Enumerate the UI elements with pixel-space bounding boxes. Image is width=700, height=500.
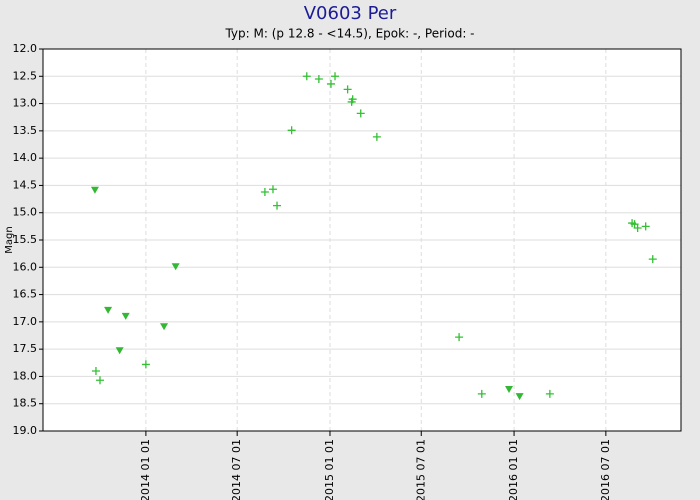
- y-axis-label: Magn: [4, 226, 15, 253]
- y-tick-label: 12.5: [13, 69, 38, 82]
- fainter-than: [115, 347, 124, 355]
- y-tick-label: 13.0: [13, 97, 38, 110]
- fainter-than: [515, 393, 524, 401]
- y-tick-label: 12.0: [13, 42, 38, 55]
- y-tick-label: 19.0: [13, 424, 38, 437]
- observation: [314, 75, 323, 84]
- observation: [268, 185, 277, 194]
- y-tick-label: 14.0: [13, 151, 38, 164]
- observation: [302, 72, 311, 81]
- observation: [343, 85, 352, 94]
- fainter-than: [171, 263, 180, 271]
- observation: [633, 223, 642, 232]
- x-tick-label: 2014 07 01: [230, 439, 243, 500]
- observation: [545, 389, 554, 398]
- observation: [348, 95, 357, 104]
- observation: [477, 389, 486, 398]
- y-tick-label: 15.5: [13, 233, 38, 246]
- y-tick-label: 16.0: [13, 260, 38, 273]
- observation: [260, 187, 269, 196]
- fainter-than: [505, 385, 514, 393]
- observation: [273, 201, 282, 210]
- observation: [95, 376, 104, 385]
- y-tick-label: 17.5: [13, 342, 38, 355]
- x-tick-label: 2016 01 01: [507, 439, 520, 500]
- observation: [141, 360, 150, 369]
- y-tick-label: 17.0: [13, 315, 38, 328]
- chart-title: V0603 Per: [304, 3, 397, 24]
- observation: [455, 333, 464, 342]
- x-tick-label: 2015 07 01: [414, 439, 427, 500]
- y-tick-label: 18.0: [13, 369, 38, 382]
- observation: [372, 132, 381, 141]
- y-tick-label: 16.5: [13, 288, 38, 301]
- x-tick-label: 2014 01 01: [139, 439, 152, 500]
- observation: [287, 126, 296, 135]
- y-tick-label: 18.5: [13, 397, 38, 410]
- x-tick-label: 2015 01 01: [323, 439, 336, 500]
- y-tick-label: 14.5: [13, 178, 38, 191]
- observation: [326, 79, 335, 88]
- x-tick-label: 2016 07 01: [599, 439, 612, 500]
- observation: [648, 255, 657, 264]
- fainter-than: [160, 323, 169, 331]
- observation: [356, 109, 365, 118]
- observation: [641, 222, 650, 231]
- y-tick-label: 13.5: [13, 124, 38, 137]
- fainter-than: [104, 306, 113, 314]
- fainter-than: [90, 186, 99, 194]
- chart-subtitle: Typ: M: (p 12.8 - <14.5), Epok: -, Perio…: [224, 27, 474, 41]
- plot-frame: [42, 48, 682, 432]
- fainter-than: [121, 312, 130, 320]
- y-tick-label: 15.0: [13, 206, 38, 219]
- observation: [331, 72, 340, 81]
- observation: [91, 366, 100, 375]
